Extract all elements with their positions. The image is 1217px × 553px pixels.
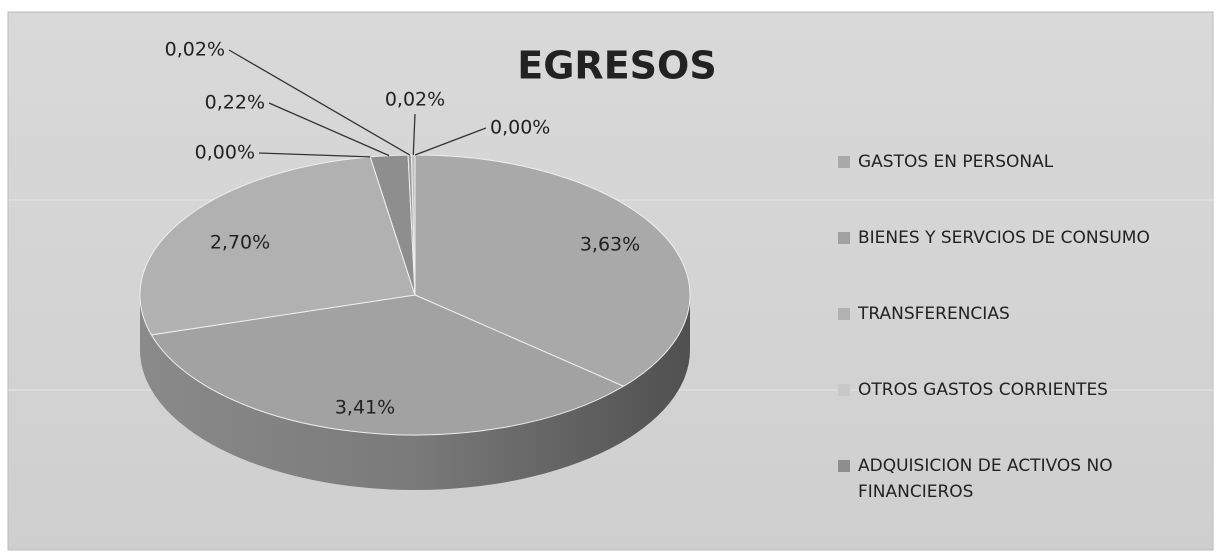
leader-line	[414, 127, 487, 156]
legend-label: BIENES Y SERVCIOS DE CONSUMO	[858, 228, 1150, 248]
data-label: 0,00%	[195, 142, 255, 164]
legend-label: GASTOS EN PERSONAL	[858, 152, 1054, 172]
legend-swatch	[838, 308, 850, 320]
legend-label: ADQUISICION DE ACTIVOS NO FINANCIEROS	[858, 456, 1113, 502]
data-label: 0,22%	[205, 92, 265, 114]
data-label: 3,41%	[335, 397, 395, 419]
leader-line	[412, 113, 416, 156]
leader-line	[268, 102, 390, 157]
chart-title: EGRESOS	[517, 44, 716, 88]
data-label: 3,63%	[580, 234, 640, 256]
legend-label: OTROS GASTOS CORRIENTES	[858, 380, 1108, 400]
pie-slice	[139, 156, 416, 336]
pie-side	[140, 295, 690, 490]
pie-slice	[414, 154, 691, 387]
legend-label: TRANSFERENCIAS	[857, 304, 1010, 324]
legend-swatch	[838, 156, 850, 168]
legend-swatch	[838, 384, 850, 396]
legend-swatch	[838, 460, 850, 472]
leader-line	[228, 49, 411, 156]
data-label: 0,00%	[490, 117, 550, 139]
data-label: 0,02%	[385, 89, 445, 111]
leader-line	[258, 152, 371, 158]
legend-swatch	[838, 232, 850, 244]
data-label: 0,02%	[165, 39, 225, 61]
pie-slice	[150, 294, 625, 436]
data-label: 2,70%	[210, 232, 270, 254]
